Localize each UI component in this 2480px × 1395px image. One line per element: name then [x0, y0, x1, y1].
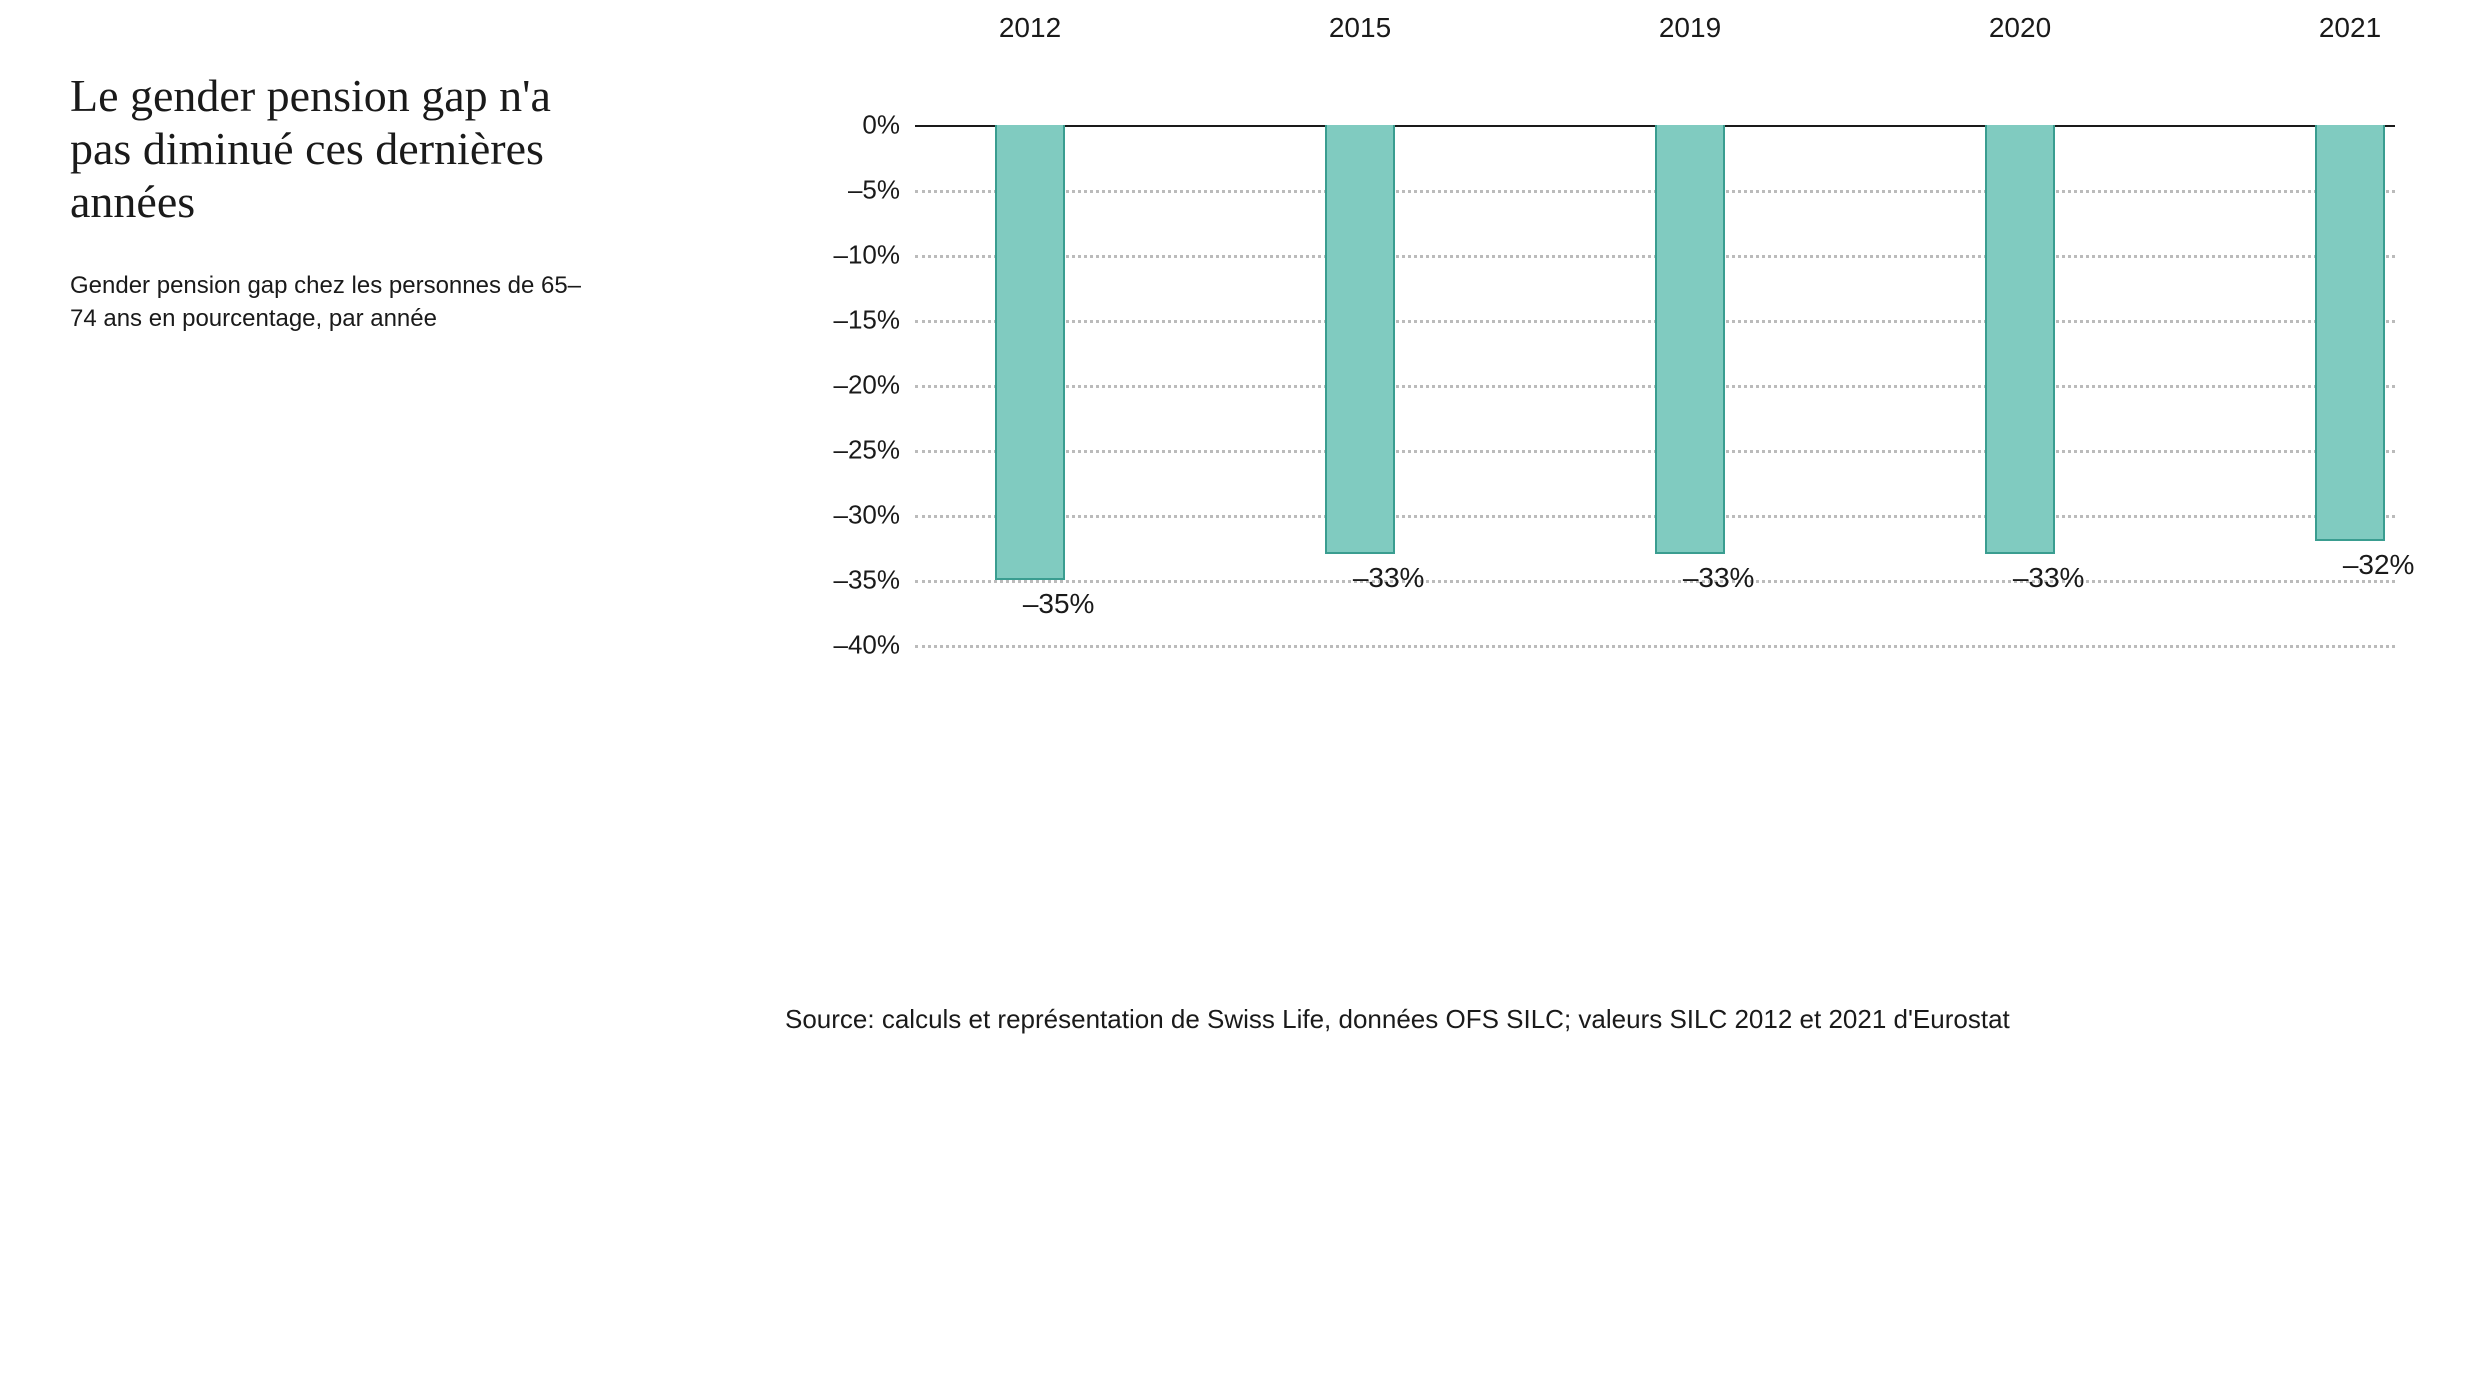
y-tick-label: 0%: [862, 110, 900, 141]
y-tick-label: –5%: [848, 175, 900, 206]
plot-area: 2012 –35% 2015 –33% 2019 –33% 2020 –33%: [915, 60, 2395, 660]
category-label: 2019: [1659, 12, 1721, 44]
chart-subtitle: Gender pension gap chez les personnes de…: [70, 269, 590, 336]
chart-area: 0% –5% –10% –15% –20% –25% –30% –35% –40…: [785, 60, 2395, 660]
figure-container: Le gender pension gap n'a pas diminué ce…: [0, 0, 2480, 1395]
category-label: 2012: [999, 12, 1061, 44]
text-column: Le gender pension gap n'a pas diminué ce…: [70, 70, 590, 336]
bar: [2315, 125, 2385, 541]
y-tick-label: –10%: [834, 240, 901, 271]
category-label: 2021: [2319, 12, 2381, 44]
bar: [995, 125, 1065, 580]
chart-title: Le gender pension gap n'a pas diminué ce…: [70, 70, 590, 229]
y-tick-label: –15%: [834, 305, 901, 336]
bar: [1985, 125, 2055, 554]
y-axis: 0% –5% –10% –15% –20% –25% –30% –35% –40…: [785, 60, 900, 660]
bar-group-2021: 2021 –32%: [2315, 60, 2385, 660]
value-label: –32%: [2343, 549, 2415, 581]
bar: [1655, 125, 1725, 554]
bar-group-2012: 2012 –35%: [995, 60, 1065, 660]
bar-group-2020: 2020 –33%: [1985, 60, 2055, 660]
value-label: –35%: [1023, 588, 1095, 620]
y-tick-label: –30%: [834, 500, 901, 531]
value-label: –33%: [1353, 562, 1425, 594]
category-label: 2015: [1329, 12, 1391, 44]
bar-group-2019: 2019 –33%: [1655, 60, 1725, 660]
y-tick-label: –20%: [834, 370, 901, 401]
category-label: 2020: [1989, 12, 2051, 44]
y-tick-label: –35%: [834, 565, 901, 596]
y-tick-label: –25%: [834, 435, 901, 466]
bar: [1325, 125, 1395, 554]
source-note: Source: calculs et représentation de Swi…: [785, 1000, 2385, 1039]
value-label: –33%: [2013, 562, 2085, 594]
value-label: –33%: [1683, 562, 1755, 594]
bar-group-2015: 2015 –33%: [1325, 60, 1395, 660]
y-tick-label: –40%: [834, 630, 901, 661]
